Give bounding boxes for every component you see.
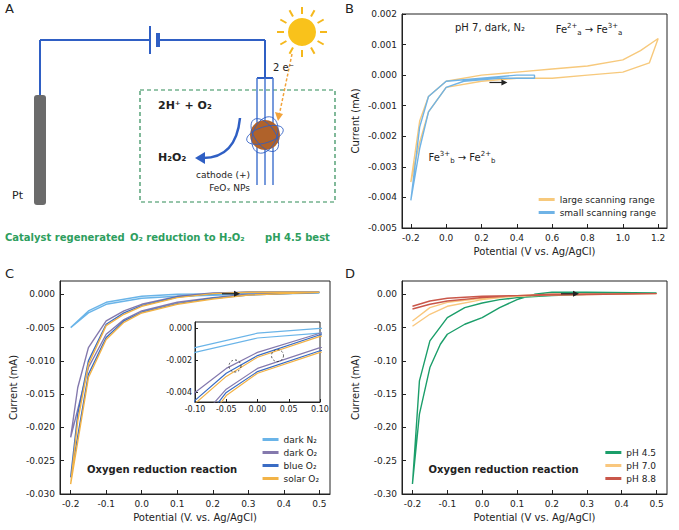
svg-text:0.4: 0.4 — [510, 233, 525, 243]
svg-text:-0.025: -0.025 — [26, 456, 55, 466]
svg-text:0.6: 0.6 — [545, 233, 560, 243]
svg-text:cathode (+): cathode (+) — [196, 170, 250, 180]
svg-text:-0.25: -0.25 — [374, 456, 397, 466]
svg-text:Fe: Fe — [429, 152, 440, 163]
svg-text:-0.005: -0.005 — [26, 323, 55, 333]
svg-text:-0.004: -0.004 — [166, 388, 192, 397]
svg-text:-0.001: -0.001 — [368, 101, 397, 111]
svg-text:0.0: 0.0 — [135, 499, 150, 509]
svg-text:0.05: 0.05 — [280, 405, 298, 414]
svg-text:O₂ reduction to H₂O₂: O₂ reduction to H₂O₂ — [130, 232, 245, 243]
svg-text:small scanning range: small scanning range — [560, 208, 657, 218]
svg-text:2+: 2+ — [481, 150, 491, 158]
svg-text:0.00: 0.00 — [249, 405, 267, 414]
svg-text:-0.05: -0.05 — [216, 405, 237, 414]
svg-text:-0.10: -0.10 — [185, 405, 206, 414]
svg-text:Catalyst regenerated: Catalyst regenerated — [5, 232, 125, 243]
svg-text:3+: 3+ — [608, 22, 618, 30]
svg-text:-0.020: -0.020 — [26, 422, 55, 432]
svg-text:0.4: 0.4 — [615, 499, 630, 509]
svg-text:0.002: 0.002 — [371, 9, 397, 19]
svg-text:-0.2: -0.2 — [404, 499, 422, 509]
svg-text:pH 8.8: pH 8.8 — [626, 474, 656, 484]
svg-text:1.0: 1.0 — [616, 233, 631, 243]
svg-text:-0.30: -0.30 — [374, 489, 398, 499]
svg-text:solar O₂: solar O₂ — [284, 474, 320, 484]
svg-text:Current (mA): Current (mA) — [350, 355, 361, 420]
svg-text:Oxygen reduction reaction: Oxygen reduction reaction — [87, 464, 237, 475]
svg-text:-0.002: -0.002 — [368, 131, 397, 141]
svg-text:0.0: 0.0 — [439, 233, 454, 243]
svg-text:0.3: 0.3 — [241, 499, 255, 509]
svg-text:-0.003: -0.003 — [368, 162, 397, 172]
svg-text:-0.005: -0.005 — [368, 223, 397, 233]
svg-text:0.001: 0.001 — [371, 40, 397, 50]
svg-text:0.000: 0.000 — [29, 289, 55, 299]
svg-text:-0.2: -0.2 — [402, 233, 420, 243]
svg-text:0.5: 0.5 — [312, 499, 326, 509]
svg-text:0.0: 0.0 — [475, 499, 490, 509]
svg-text:Oxygen reduction reaction: Oxygen reduction reaction — [429, 464, 579, 475]
svg-text:Potential (V. vs. Ag/AgCl): Potential (V. vs. Ag/AgCl) — [133, 512, 257, 523]
svg-text:-0.20: -0.20 — [374, 422, 398, 432]
svg-text:0.1: 0.1 — [510, 499, 524, 509]
svg-text:→ Fe: → Fe — [455, 152, 481, 163]
svg-text:0.000: 0.000 — [371, 70, 397, 80]
svg-text:0.2: 0.2 — [206, 499, 220, 509]
svg-text:0.5: 0.5 — [649, 499, 663, 509]
svg-text:dark O₂: dark O₂ — [284, 448, 318, 458]
svg-text:dark N₂: dark N₂ — [284, 435, 318, 445]
svg-text:pH 4.5: pH 4.5 — [626, 448, 656, 458]
svg-text:Current (mA): Current (mA) — [8, 355, 19, 420]
svg-text:blue O₂: blue O₂ — [284, 461, 317, 471]
svg-text:H₂O₂: H₂O₂ — [158, 151, 186, 164]
svg-text:0.2: 0.2 — [474, 233, 488, 243]
svg-text:-0.1: -0.1 — [97, 499, 115, 509]
svg-text:0.4: 0.4 — [277, 499, 292, 509]
svg-text:b: b — [450, 157, 455, 166]
svg-text:-0.15: -0.15 — [374, 389, 397, 399]
svg-text:Current (mA): Current (mA) — [350, 88, 361, 153]
svg-text:a: a — [577, 29, 582, 38]
svg-text:Potential (V vs. Ag/AgCl): Potential (V vs. Ag/AgCl) — [474, 246, 596, 257]
svg-text:a: a — [618, 29, 622, 37]
svg-text:1.2: 1.2 — [651, 233, 665, 243]
svg-text:-0.05: -0.05 — [374, 323, 397, 333]
svg-text:-0.004: -0.004 — [368, 192, 397, 202]
svg-text:3+: 3+ — [440, 150, 450, 158]
svg-text:B: B — [345, 1, 354, 16]
svg-text:FeOₓ NPs: FeOₓ NPs — [209, 183, 250, 193]
svg-text:Pt: Pt — [12, 189, 24, 202]
svg-text:2 e⁻: 2 e⁻ — [273, 62, 294, 73]
svg-text:-0.010: -0.010 — [26, 356, 55, 366]
svg-text:-0.1: -0.1 — [439, 499, 457, 509]
svg-text:pH 7.0: pH 7.0 — [626, 461, 656, 471]
svg-text:0.3: 0.3 — [580, 499, 594, 509]
svg-text:large scanning range: large scanning range — [560, 195, 656, 205]
svg-text:pH 4.5 best: pH 4.5 best — [265, 232, 330, 243]
svg-text:C: C — [5, 266, 14, 281]
svg-text:2+: 2+ — [567, 22, 577, 30]
svg-text:-0.015: -0.015 — [26, 389, 55, 399]
svg-text:-0.2: -0.2 — [62, 499, 80, 509]
svg-text:D: D — [345, 266, 355, 281]
svg-text:Potential (V vs. Ag/AgCl): Potential (V vs. Ag/AgCl) — [474, 512, 596, 523]
svg-text:0.10: 0.10 — [311, 405, 329, 414]
svg-text:2H⁺ + O₂: 2H⁺ + O₂ — [158, 99, 212, 112]
svg-text:→ Fe: → Fe — [582, 24, 608, 35]
svg-text:0.000: 0.000 — [169, 324, 192, 333]
svg-text:0.1: 0.1 — [170, 499, 184, 509]
svg-text:Fe: Fe — [556, 24, 567, 35]
svg-text:-0.002: -0.002 — [166, 356, 192, 365]
svg-text:0.8: 0.8 — [580, 233, 595, 243]
svg-text:0.2: 0.2 — [545, 499, 559, 509]
svg-text:0.00: 0.00 — [377, 289, 397, 299]
svg-text:-0.10: -0.10 — [374, 356, 398, 366]
svg-text:b: b — [491, 157, 496, 165]
svg-text:A: A — [5, 1, 14, 16]
svg-text:pH 7, dark, N₂: pH 7, dark, N₂ — [455, 22, 525, 33]
svg-text:-0.030: -0.030 — [26, 489, 55, 499]
